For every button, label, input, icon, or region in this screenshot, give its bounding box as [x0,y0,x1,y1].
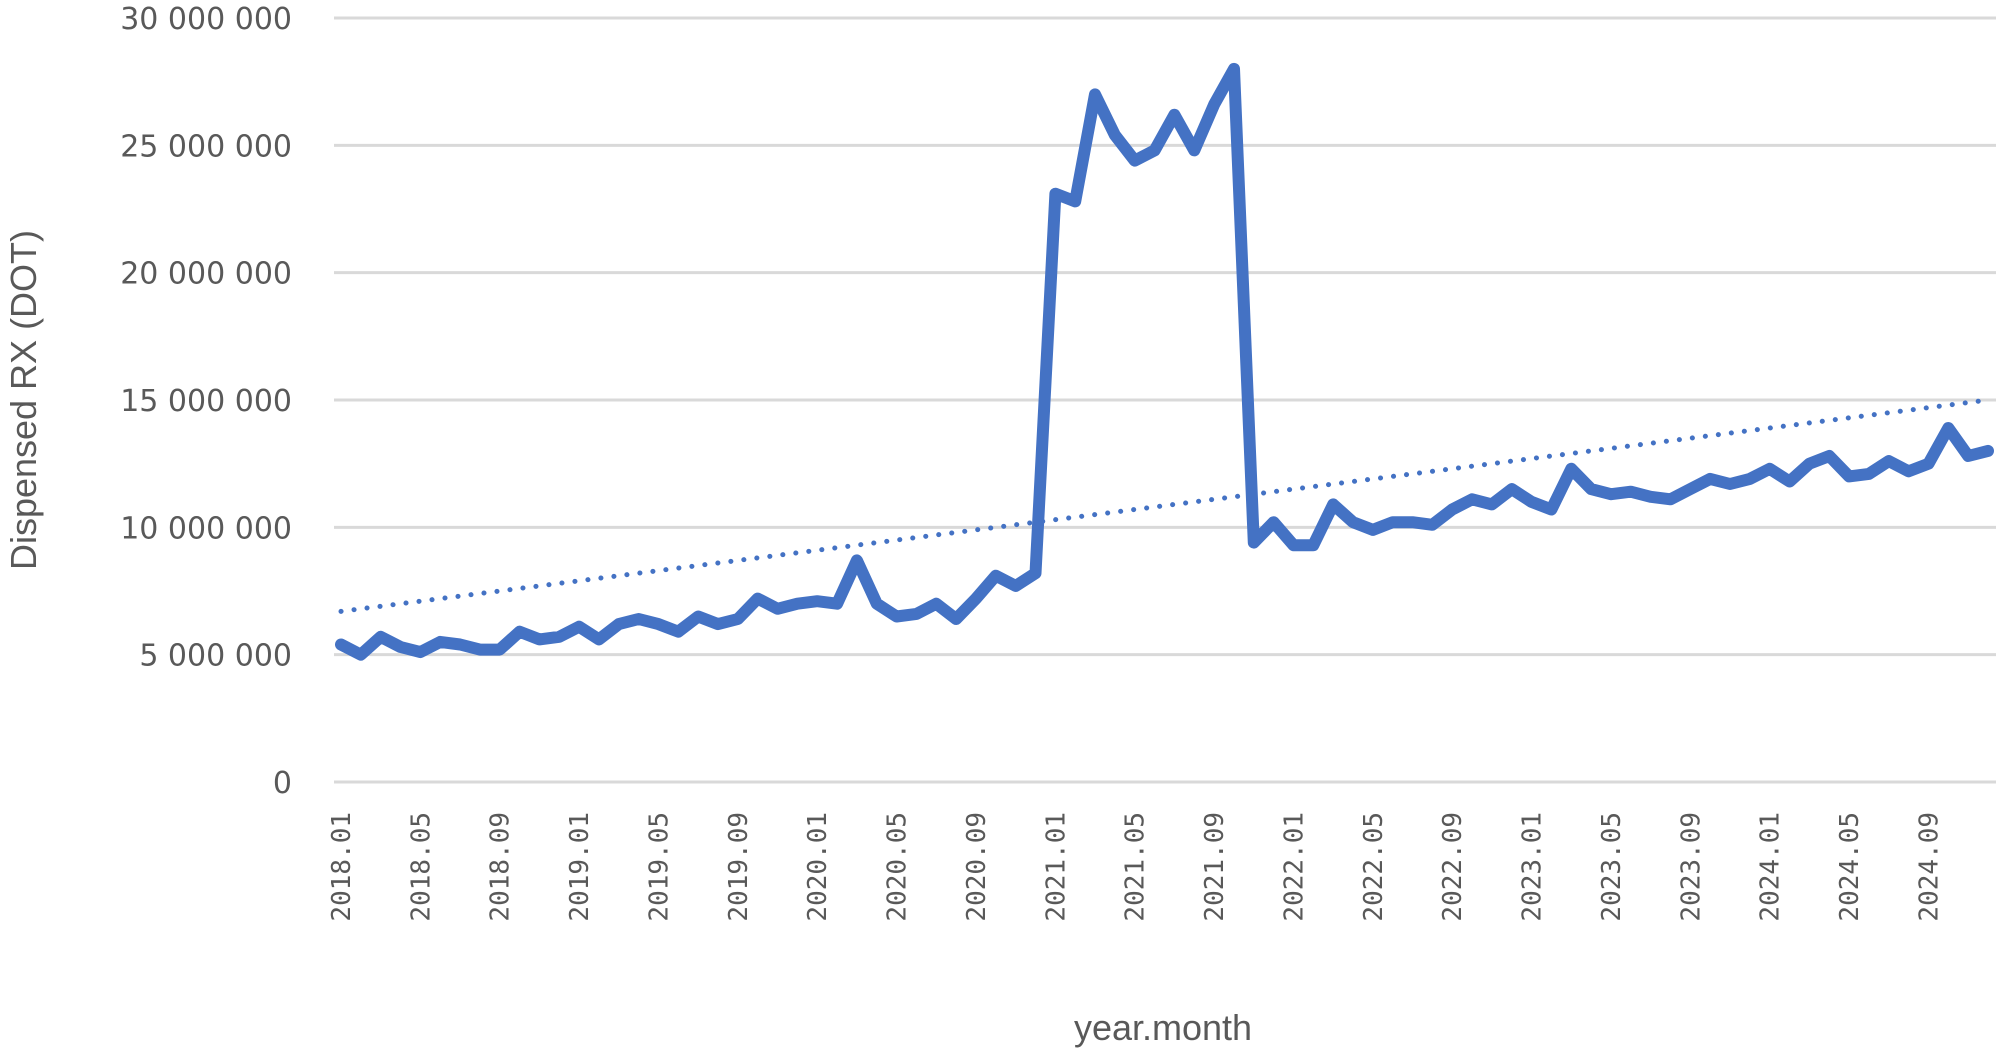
x-tick-label: 2019.01 [565,812,595,922]
x-tick-label: 2019.05 [644,812,674,922]
y-tick-label: 20 000 000 [120,257,292,292]
x-tick-label: 2021.09 [1200,812,1230,922]
x-tick-label: 2019.09 [724,812,754,922]
y-tick-label: 25 000 000 [120,129,292,164]
y-tick-label: 15 000 000 [120,384,292,419]
y-tick-label: 0 [273,766,292,801]
x-tick-label: 2020.05 [883,812,913,922]
y-axis-title: Dispensed RX (DOT) [3,230,44,570]
x-tick-label: 2018.05 [406,812,436,922]
x-tick-label: 2022.09 [1438,812,1468,922]
x-tick-label: 2020.09 [962,812,992,922]
y-axis-ticks: 0 5 000 000 10 000 000 15 000 000 20 000 000… [120,2,292,801]
x-tick-label: 2020.01 [803,812,833,922]
x-tick-label: 2024.01 [1756,812,1786,922]
x-tick-label: 2021.01 [1041,812,1071,922]
x-tick-label: 2023.09 [1676,812,1706,922]
x-axis-title: year.month [1074,1007,1252,1048]
x-tick-label: 2022.01 [1279,812,1309,922]
y-tick-label: 10 000 000 [120,511,292,546]
x-tick-label: 2023.01 [1518,812,1548,922]
x-tick-label: 2018.01 [327,812,357,922]
trend-line [338,397,1991,614]
x-tick-label: 2024.05 [1835,812,1865,922]
x-tick-label: 2021.05 [1121,812,1151,922]
x-tick-label: 2018.09 [486,812,516,922]
data-series-line [335,62,1994,661]
x-axis-ticks: 2018.01 2018.05 2018.09 2019.01 2019.05 2019.… [327,812,1944,922]
y-tick-label: 5 000 000 [139,639,292,674]
y-tick-label: 30 000 000 [120,2,292,37]
gridlines [334,16,1996,784]
x-tick-label: 2023.05 [1597,812,1627,922]
x-tick-label: 2024.09 [1914,812,1944,922]
x-tick-label: 2022.05 [1359,812,1389,922]
